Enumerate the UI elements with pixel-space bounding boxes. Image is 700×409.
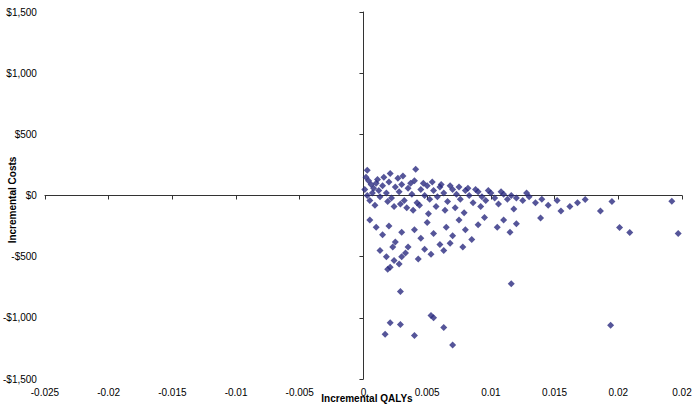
svg-text:-$1,500: -$1,500 [3,374,37,385]
svg-text:0.005: 0.005 [415,387,440,398]
svg-text:$500: $500 [15,129,38,140]
svg-text:Incremental QALYs: Incremental QALYs [321,393,413,404]
svg-text:0.02: 0.02 [672,387,692,398]
svg-text:$1,500: $1,500 [6,7,37,18]
svg-text:Incremental Costs: Incremental Costs [7,156,18,243]
svg-text:$0: $0 [26,190,38,201]
svg-text:-$1,000: -$1,000 [3,312,37,323]
svg-text:-$500: -$500 [11,251,37,262]
svg-text:0.015: 0.015 [542,387,567,398]
svg-text:-0.005: -0.005 [286,387,315,398]
svg-text:-0.02: -0.02 [97,387,120,398]
svg-text:-0.025: -0.025 [31,387,60,398]
svg-text:0.01: 0.01 [481,387,501,398]
svg-text:0.02: 0.02 [609,387,629,398]
svg-text:0: 0 [361,387,367,398]
svg-text:$1,000: $1,000 [6,68,37,79]
svg-text:-0.015: -0.015 [158,387,187,398]
svg-text:-0.01: -0.01 [225,387,248,398]
